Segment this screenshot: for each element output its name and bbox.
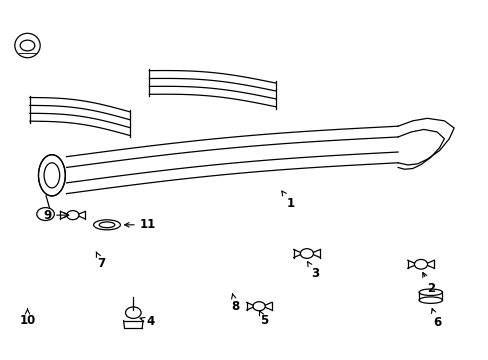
Text: 2: 2 [422, 273, 434, 295]
Text: 11: 11 [124, 218, 156, 231]
Text: 4: 4 [140, 315, 155, 328]
Text: 10: 10 [20, 309, 36, 327]
Text: 5: 5 [259, 311, 267, 327]
Text: 3: 3 [307, 262, 319, 280]
Ellipse shape [39, 155, 65, 196]
Text: 1: 1 [281, 191, 294, 210]
Text: 7: 7 [96, 252, 105, 270]
Text: 9: 9 [43, 209, 69, 222]
Text: 8: 8 [231, 294, 239, 313]
Text: 6: 6 [431, 309, 440, 329]
